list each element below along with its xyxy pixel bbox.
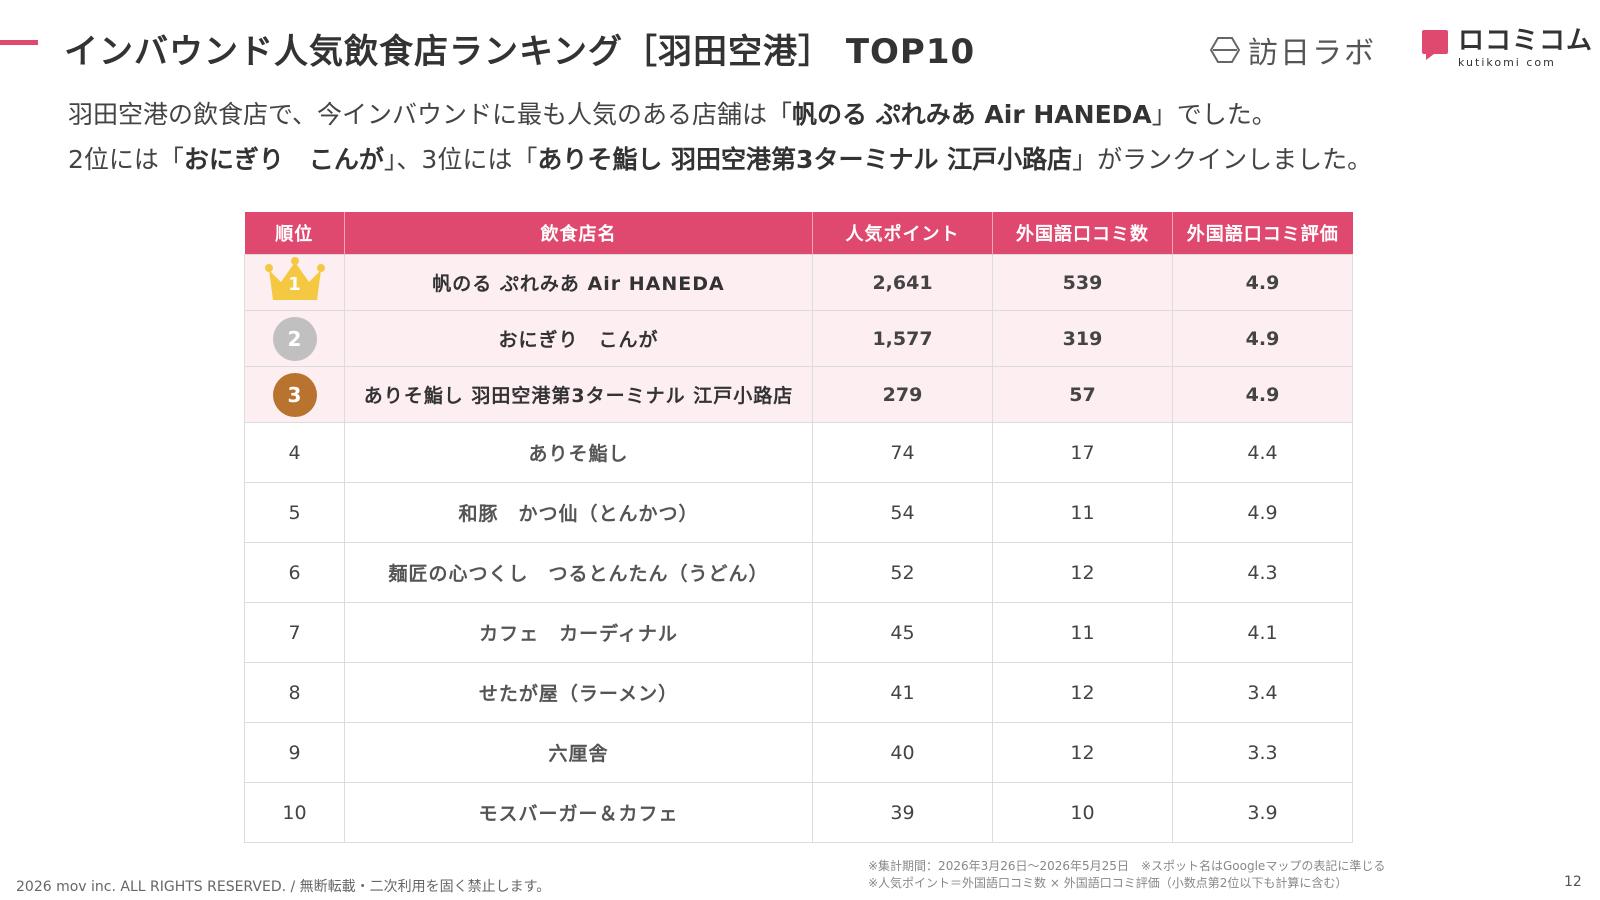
rank-cell: 1	[244, 254, 345, 311]
rank-cell: 3	[244, 366, 345, 423]
houjin-labo-logo: 訪日ラボ	[1210, 28, 1376, 72]
popularity-points: 279	[812, 366, 993, 423]
popularity-points: 74	[812, 422, 993, 483]
popularity-points: 41	[812, 662, 993, 723]
popularity-points: 1,577	[812, 310, 993, 367]
intro-line-1-highlight: 帆のる ぷれみあ Air HANEDA	[792, 100, 1152, 129]
table-row: 7 カフェ カーディナル 45 11 4.1	[244, 602, 1353, 663]
popularity-points: 39	[812, 782, 993, 843]
popularity-points: 45	[812, 602, 993, 663]
header-popularity-points: 人気ポイント	[812, 212, 993, 255]
hexagon-logo-icon	[1210, 37, 1240, 63]
houjin-labo-logo-text: 訪日ラボ	[1248, 36, 1376, 71]
table-row: 8 せたが屋（ラーメン） 41 12 3.4	[244, 662, 1353, 723]
restaurant-name: ありそ鮨し	[344, 422, 813, 483]
intro-line-2: 2位には「おにぎり こんが」、3位には「ありそ鮨し 羽田空港第3ターミナル 江戸…	[68, 137, 1372, 182]
review-rating: 3.4	[1172, 662, 1353, 723]
review-count: 319	[992, 310, 1173, 367]
intro-line-2-b: 」、3位には「	[383, 145, 538, 174]
review-count: 10	[992, 782, 1173, 843]
popularity-points: 40	[812, 722, 993, 783]
page-title: インバウンド人気飲食店ランキング［羽田空港］ TOP10	[64, 32, 976, 72]
copyright-notice: 2026 mov inc. ALL RIGHTS RESERVED. / 無断転…	[16, 879, 551, 895]
bronze-medal-icon: 3	[272, 372, 317, 417]
header-foreign-review-count: 外国語口コミ数	[992, 212, 1173, 255]
review-rating: 4.1	[1172, 602, 1353, 663]
rank-cell: 9	[244, 722, 345, 783]
gold-crown-icon: 1	[263, 256, 327, 304]
title-accent-bar	[0, 40, 38, 45]
table-row: 3 ありそ鮨し 羽田空港第3ターミナル 江戸小路店 279 57 4.9	[244, 366, 1353, 423]
table-row: 2 おにぎり こんが 1,577 319 4.9	[244, 310, 1353, 367]
review-count: 11	[992, 602, 1173, 663]
kuchikomi-logo-subtext: kutikomi com	[1458, 56, 1556, 69]
rank-cell: 8	[244, 662, 345, 723]
footnote-2: ※人気ポイント＝外国語口コミ数 × 外国語口コミ評価（小数点第2位以下も計算に含…	[868, 876, 1348, 890]
intro-line-2-highlight-1: おにぎり こんが	[183, 145, 384, 174]
restaurant-name: カフェ カーディナル	[344, 602, 813, 663]
page-number: 12	[1564, 874, 1582, 890]
ranking-table: 順位 飲食店名 人気ポイント 外国語口コミ数 外国語口コミ評価 1 帆のる	[244, 212, 1353, 843]
restaurant-name: 和豚 かつ仙（とんかつ）	[344, 482, 813, 543]
restaurant-name: モスバーガー＆カフェ	[344, 782, 813, 843]
rank-cell: 6	[244, 542, 345, 603]
popularity-points: 52	[812, 542, 993, 603]
restaurant-name: せたが屋（ラーメン）	[344, 662, 813, 723]
review-rating: 4.9	[1172, 482, 1353, 543]
table-row: 4 ありそ鮨し 74 17 4.4	[244, 422, 1353, 483]
rank-cell: 5	[244, 482, 345, 543]
intro-text: 羽田空港の飲食店で、今インバウンドに最も人気のある店舗は「帆のる ぷれみあ Ai…	[68, 92, 1372, 182]
header-rank: 順位	[244, 212, 345, 255]
table-row: 10 モスバーガー＆カフェ 39 10 3.9	[244, 782, 1353, 843]
intro-line-2-a: 2位には「	[68, 145, 184, 174]
intro-line-2-highlight-2: ありそ鮨し 羽田空港第3ターミナル 江戸小路店	[537, 145, 1073, 174]
restaurant-name: 帆のる ぷれみあ Air HANEDA	[344, 254, 813, 311]
rank-number: 1	[288, 274, 301, 295]
restaurant-name: ありそ鮨し 羽田空港第3ターミナル 江戸小路店	[344, 366, 813, 423]
review-count: 12	[992, 662, 1173, 723]
rank-cell: 4	[244, 422, 345, 483]
review-count: 12	[992, 542, 1173, 603]
speech-bubble-logo-icon	[1422, 30, 1448, 60]
table-row: 9 六厘舎 40 12 3.3	[244, 722, 1353, 783]
rank-cell: 7	[244, 602, 345, 663]
kuchikomi-com-logo: ロコミコム kutikomi com	[1420, 28, 1593, 68]
restaurant-name: おにぎり こんが	[344, 310, 813, 367]
popularity-points: 54	[812, 482, 993, 543]
restaurant-name: 六厘舎	[344, 722, 813, 783]
review-count: 57	[992, 366, 1173, 423]
review-rating: 3.3	[1172, 722, 1353, 783]
review-count: 17	[992, 422, 1173, 483]
table-row: 5 和豚 かつ仙（とんかつ） 54 11 4.9	[244, 482, 1353, 543]
review-count: 12	[992, 722, 1173, 783]
review-rating: 4.9	[1172, 254, 1353, 311]
review-rating: 4.9	[1172, 310, 1353, 367]
popularity-points: 2,641	[812, 254, 993, 311]
footnote-1: ※集計期間：2026年3月26日〜2026年5月25日 ※スポット名はGoogl…	[868, 859, 1386, 873]
review-count: 11	[992, 482, 1173, 543]
rank-cell: 2	[244, 310, 345, 367]
footnotes: ※集計期間：2026年3月26日〜2026年5月25日 ※スポット名はGoogl…	[868, 858, 1385, 892]
table-row: 1 帆のる ぷれみあ Air HANEDA 2,641 539 4.9	[244, 254, 1353, 311]
intro-line-2-c: 」がランクインしました。	[1072, 145, 1373, 174]
header-restaurant-name: 飲食店名	[344, 212, 813, 255]
review-count: 539	[992, 254, 1173, 311]
review-rating: 4.4	[1172, 422, 1353, 483]
intro-line-1-b: 」でした。	[1151, 100, 1277, 129]
review-rating: 4.9	[1172, 366, 1353, 423]
restaurant-name: 麺匠の心つくし つるとんたん（うどん）	[344, 542, 813, 603]
header-foreign-review-rating: 外国語口コミ評価	[1172, 212, 1353, 255]
review-rating: 4.3	[1172, 542, 1353, 603]
kuchikomi-logo-text: ロコミコム	[1458, 26, 1594, 56]
rank-cell: 10	[244, 782, 345, 843]
intro-line-1: 羽田空港の飲食店で、今インバウンドに最も人気のある店舗は「帆のる ぷれみあ Ai…	[68, 92, 1372, 137]
silver-medal-icon: 2	[272, 316, 317, 361]
table-header-row: 順位 飲食店名 人気ポイント 外国語口コミ数 外国語口コミ評価	[244, 212, 1353, 255]
review-rating: 3.9	[1172, 782, 1353, 843]
table-row: 6 麺匠の心つくし つるとんたん（うどん） 52 12 4.3	[244, 542, 1353, 603]
intro-line-1-a: 羽田空港の飲食店で、今インバウンドに最も人気のある店舗は「	[68, 100, 793, 129]
